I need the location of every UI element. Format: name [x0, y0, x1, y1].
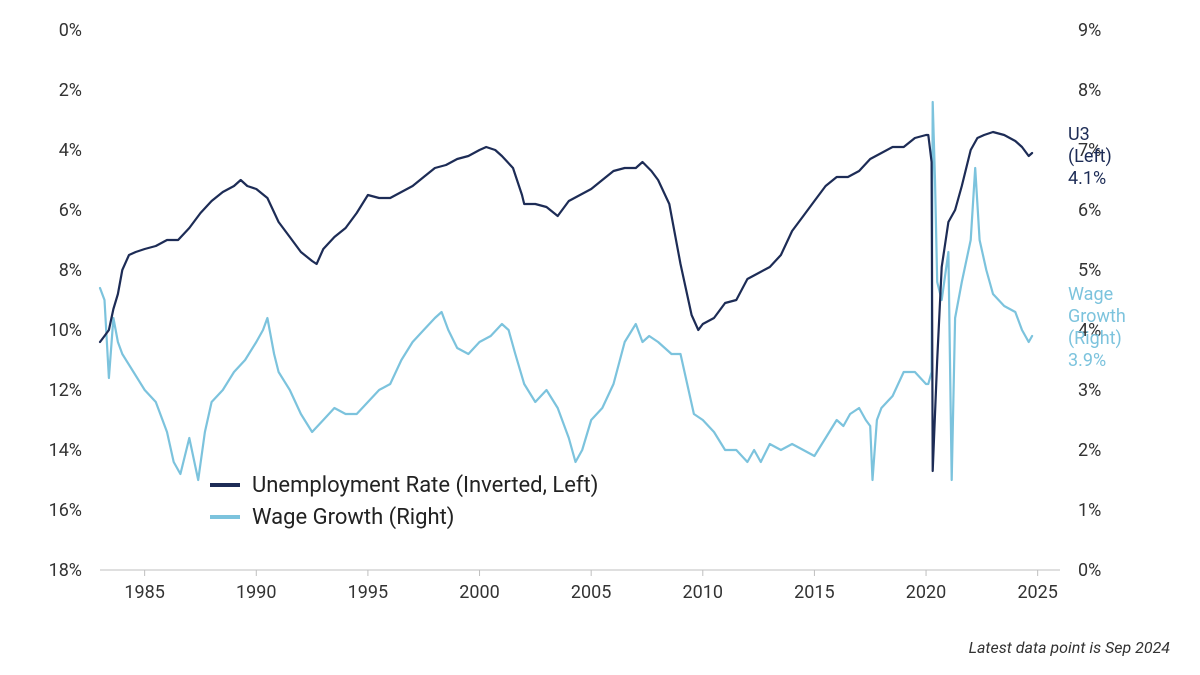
svg-text:3%: 3%: [1078, 380, 1101, 401]
series-annotation: U3: [1068, 124, 1090, 145]
series-annotation: Growth: [1068, 306, 1126, 327]
svg-text:16%: 16%: [49, 500, 82, 521]
svg-text:14%: 14%: [49, 440, 82, 461]
svg-text:10%: 10%: [49, 320, 82, 341]
legend-label-u3: Unemployment Rate (Inverted, Left): [252, 473, 598, 498]
series-annotation: Wage: [1068, 284, 1113, 305]
series-annotation: (Right): [1068, 328, 1122, 349]
svg-text:2020: 2020: [906, 582, 946, 603]
svg-text:1995: 1995: [348, 582, 388, 603]
svg-text:8%: 8%: [59, 260, 82, 281]
svg-text:0%: 0%: [1078, 560, 1101, 581]
svg-text:6%: 6%: [1078, 200, 1101, 221]
svg-text:12%: 12%: [49, 380, 82, 401]
wage-line: [100, 102, 1032, 480]
svg-text:1985: 1985: [124, 582, 164, 603]
svg-text:6%: 6%: [59, 200, 82, 221]
svg-text:2%: 2%: [1078, 440, 1101, 461]
svg-text:2%: 2%: [59, 80, 82, 101]
svg-text:1990: 1990: [236, 582, 276, 603]
chart-svg: 0%2%4%6%8%10%12%14%16%18%0%1%2%3%4%5%6%7…: [0, 0, 1200, 675]
u3-line: [100, 132, 1032, 471]
svg-text:8%: 8%: [1078, 80, 1101, 101]
svg-text:2010: 2010: [683, 582, 723, 603]
svg-text:5%: 5%: [1078, 260, 1101, 281]
chart-footnote: Latest data point is Sep 2024: [969, 638, 1170, 657]
svg-text:18%: 18%: [49, 560, 82, 581]
svg-text:9%: 9%: [1078, 20, 1101, 41]
svg-text:2005: 2005: [571, 582, 611, 603]
svg-text:2025: 2025: [1017, 582, 1057, 603]
svg-text:2015: 2015: [794, 582, 834, 603]
series-annotation: 3.9%: [1068, 350, 1106, 371]
svg-text:0%: 0%: [59, 20, 82, 41]
svg-text:4%: 4%: [59, 140, 82, 161]
series-annotation: (Left): [1068, 146, 1112, 167]
svg-text:1%: 1%: [1078, 500, 1101, 521]
legend-label-wage: Wage Growth (Right): [252, 505, 454, 530]
dual-axis-line-chart: 0%2%4%6%8%10%12%14%16%18%0%1%2%3%4%5%6%7…: [0, 0, 1200, 675]
series-annotation: 4.1%: [1068, 168, 1106, 189]
svg-text:2000: 2000: [459, 582, 499, 603]
